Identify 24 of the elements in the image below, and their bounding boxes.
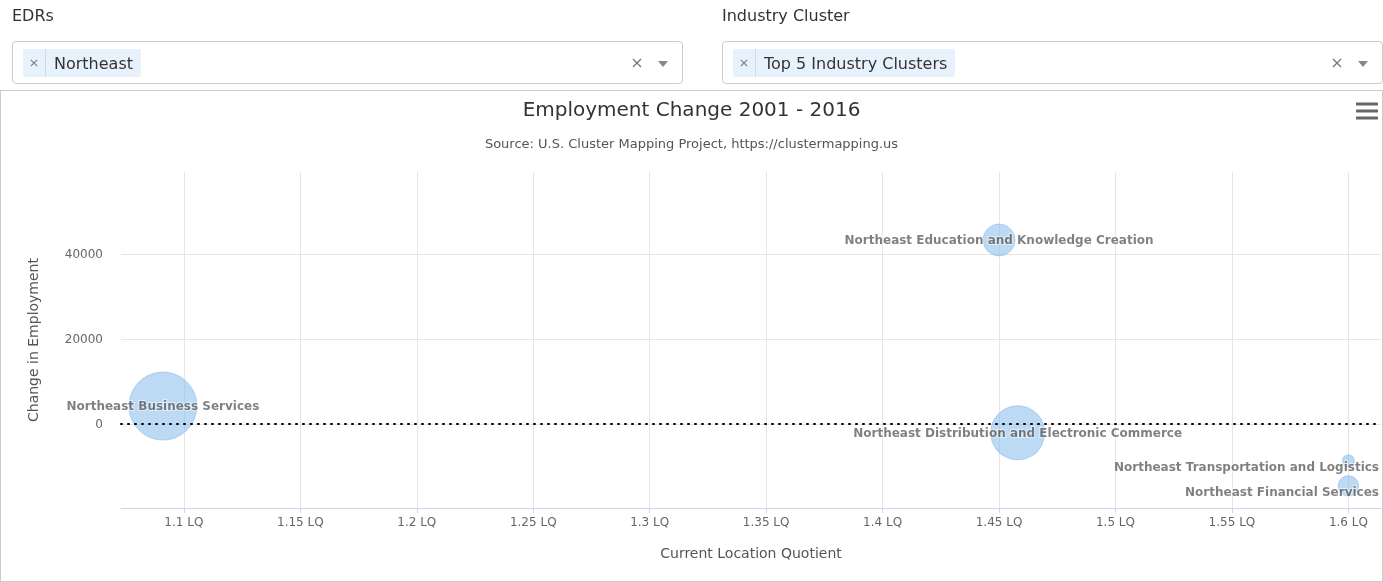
text: Industry Cluster — [722, 6, 850, 25]
select-field: Northeast — [12, 41, 683, 84]
y-tick-label: 0 — [95, 416, 103, 431]
text: Northeast Transportation and Logistics — [1114, 459, 1379, 474]
x-tick-label: 1.25 LQ — [509, 515, 557, 529]
series-label: Northeast Education and Knowledge Creation — [844, 232, 1154, 247]
text: EDRs — [12, 6, 54, 25]
x-axis-title: Current Location Quotient — [660, 545, 843, 561]
x-tick-label: 1.15 LQ — [277, 515, 324, 529]
x-tick-label: 1.45 LQ — [975, 515, 1023, 529]
chart-subtitle: Source: U.S. Cluster Mapping Project, https://clustermapping.us — [484, 136, 899, 151]
select-field: Top 5 Industry Clusters — [722, 41, 1383, 84]
x-tick-label: 1.5 LQ — [1095, 515, 1136, 529]
x-tick-label: 1.2 LQ — [397, 515, 437, 529]
x-tick-label: 1.1 LQ — [164, 515, 204, 529]
y-tick-label: 20000 — [64, 331, 103, 346]
x-tick-label: 1.4 LQ — [863, 515, 903, 529]
y-tick-label: 40000 — [64, 246, 103, 261]
x-tick-label: 1.35 LQ — [742, 515, 790, 529]
y-axis-title: Change in Employment — [25, 257, 41, 422]
x-tick-label: 1.3 LQ — [630, 515, 670, 529]
chart-title: Employment Change 2001 - 2016 — [522, 97, 861, 121]
x-tick-label: 1.55 LQ — [1208, 515, 1256, 529]
x-tick-label: 1.6 LQ — [1328, 515, 1368, 529]
